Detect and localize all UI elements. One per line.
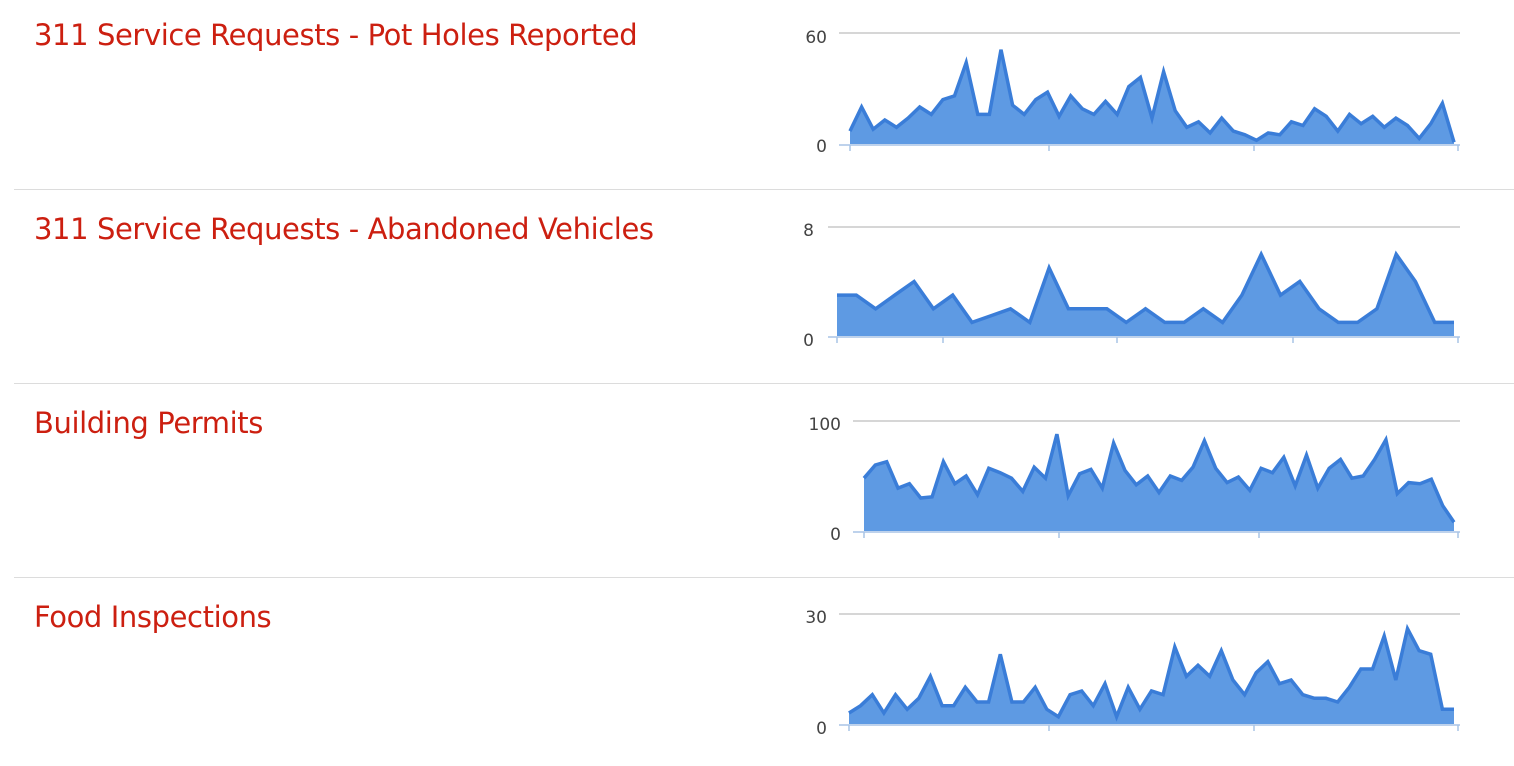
sparkline-chart-building-permits: 100 0: [809, 415, 1460, 545]
y-axis-min-label: 0: [816, 137, 827, 157]
y-axis-max-label: 100: [809, 415, 841, 435]
dataset-title-potholes[interactable]: 311 Service Requests - Pot Holes Reporte…: [34, 18, 638, 52]
sparkline-chart-abandoned-vehicles: 8 0: [803, 221, 1460, 351]
series-area: [850, 49, 1454, 145]
dataset-title-food-inspections[interactable]: Food Inspections: [34, 600, 272, 634]
row-divider: [14, 577, 1514, 578]
series-line: [848, 49, 1456, 143]
series-line: [848, 623, 1454, 722]
row-divider: [14, 189, 1514, 190]
y-axis-min-label: 0: [803, 331, 814, 351]
y-axis-max-label: 8: [803, 221, 814, 241]
dataset-row-building-permits: Building Permits 100 0: [14, 406, 1514, 578]
series-area: [849, 628, 1454, 724]
y-axis-min-label: 0: [816, 719, 827, 739]
row-divider: [14, 383, 1514, 384]
dataset-row-abandoned-vehicles: 311 Service Requests - Abandoned Vehicle…: [14, 212, 1514, 384]
y-axis-min-label: 0: [830, 525, 841, 545]
series-line: [862, 433, 1456, 524]
y-axis-max-label: 30: [805, 608, 827, 628]
y-axis-max-label: 60: [805, 28, 827, 48]
series-area: [837, 254, 1454, 336]
dataset-row-potholes: 311 Service Requests - Pot Holes Reporte…: [0, 0, 1514, 190]
dataset-title-abandoned-vehicles[interactable]: 311 Service Requests - Abandoned Vehicle…: [34, 212, 654, 246]
dataset-title-building-permits[interactable]: Building Permits: [34, 406, 263, 440]
sparkline-chart-potholes: 60 0: [805, 28, 1460, 157]
series-line: [837, 250, 1454, 326]
